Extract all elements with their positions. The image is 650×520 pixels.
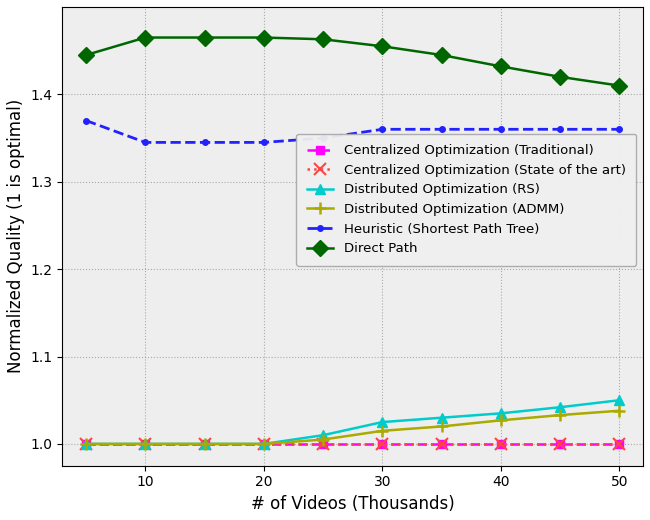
Distributed Optimization (RS)	[201, 441, 209, 447]
Distributed Optimization (RS)	[142, 441, 150, 447]
Centralized Optimization (Traditional)	[616, 441, 623, 447]
Distributed Optimization (ADMM)	[201, 441, 209, 447]
Heuristic (Shortest Path Tree)	[82, 118, 90, 124]
Heuristic (Shortest Path Tree)	[142, 139, 150, 146]
Distributed Optimization (ADMM)	[437, 423, 445, 430]
Direct Path	[378, 43, 386, 49]
Direct Path	[260, 34, 268, 41]
Direct Path	[201, 34, 209, 41]
Direct Path	[82, 52, 90, 58]
Line: Heuristic (Shortest Path Tree): Heuristic (Shortest Path Tree)	[83, 118, 622, 145]
Direct Path	[437, 52, 445, 58]
Legend: Centralized Optimization (Traditional), Centralized Optimization (State of the a: Centralized Optimization (Traditional), …	[296, 134, 636, 266]
Centralized Optimization (Traditional)	[142, 441, 150, 447]
Distributed Optimization (RS)	[616, 397, 623, 404]
Centralized Optimization (State of the art)	[82, 441, 90, 447]
Line: Distributed Optimization (ADMM): Distributed Optimization (ADMM)	[80, 405, 625, 450]
Centralized Optimization (State of the art)	[616, 441, 623, 447]
Centralized Optimization (State of the art)	[556, 441, 564, 447]
Distributed Optimization (RS)	[319, 432, 327, 438]
Distributed Optimization (ADMM)	[142, 441, 150, 447]
Centralized Optimization (Traditional)	[82, 441, 90, 447]
Heuristic (Shortest Path Tree)	[319, 135, 327, 141]
Centralized Optimization (Traditional)	[378, 441, 386, 447]
Distributed Optimization (RS)	[260, 441, 268, 447]
X-axis label: # of Videos (Thousands): # of Videos (Thousands)	[251, 495, 454, 513]
Centralized Optimization (Traditional)	[201, 441, 209, 447]
Heuristic (Shortest Path Tree)	[556, 126, 564, 133]
Distributed Optimization (ADMM)	[82, 441, 90, 447]
Y-axis label: Normalized Quality (1 is optimal): Normalized Quality (1 is optimal)	[7, 99, 25, 373]
Direct Path	[319, 36, 327, 43]
Heuristic (Shortest Path Tree)	[378, 126, 386, 133]
Distributed Optimization (ADMM)	[497, 417, 505, 423]
Distributed Optimization (ADMM)	[378, 427, 386, 434]
Centralized Optimization (State of the art)	[497, 441, 505, 447]
Heuristic (Shortest Path Tree)	[497, 126, 505, 133]
Centralized Optimization (Traditional)	[556, 441, 564, 447]
Centralized Optimization (State of the art)	[437, 441, 445, 447]
Centralized Optimization (State of the art)	[378, 441, 386, 447]
Distributed Optimization (RS)	[556, 404, 564, 410]
Heuristic (Shortest Path Tree)	[616, 126, 623, 133]
Distributed Optimization (ADMM)	[556, 412, 564, 418]
Line: Distributed Optimization (RS): Distributed Optimization (RS)	[81, 395, 624, 449]
Line: Direct Path: Direct Path	[81, 32, 625, 91]
Centralized Optimization (Traditional)	[437, 441, 445, 447]
Distributed Optimization (RS)	[378, 419, 386, 425]
Centralized Optimization (Traditional)	[260, 441, 268, 447]
Line: Centralized Optimization (Traditional): Centralized Optimization (Traditional)	[82, 440, 623, 448]
Line: Centralized Optimization (State of the art): Centralized Optimization (State of the a…	[81, 438, 625, 449]
Distributed Optimization (RS)	[497, 410, 505, 417]
Centralized Optimization (State of the art)	[319, 441, 327, 447]
Heuristic (Shortest Path Tree)	[260, 139, 268, 146]
Distributed Optimization (ADMM)	[260, 441, 268, 447]
Centralized Optimization (Traditional)	[497, 441, 505, 447]
Direct Path	[616, 83, 623, 89]
Distributed Optimization (ADMM)	[616, 408, 623, 414]
Centralized Optimization (Traditional)	[319, 441, 327, 447]
Heuristic (Shortest Path Tree)	[437, 126, 445, 133]
Distributed Optimization (RS)	[82, 441, 90, 447]
Centralized Optimization (State of the art)	[260, 441, 268, 447]
Direct Path	[556, 74, 564, 80]
Heuristic (Shortest Path Tree)	[201, 139, 209, 146]
Centralized Optimization (State of the art)	[142, 441, 150, 447]
Centralized Optimization (State of the art)	[201, 441, 209, 447]
Distributed Optimization (ADMM)	[319, 436, 327, 443]
Direct Path	[497, 63, 505, 70]
Distributed Optimization (RS)	[437, 414, 445, 421]
Direct Path	[142, 34, 150, 41]
